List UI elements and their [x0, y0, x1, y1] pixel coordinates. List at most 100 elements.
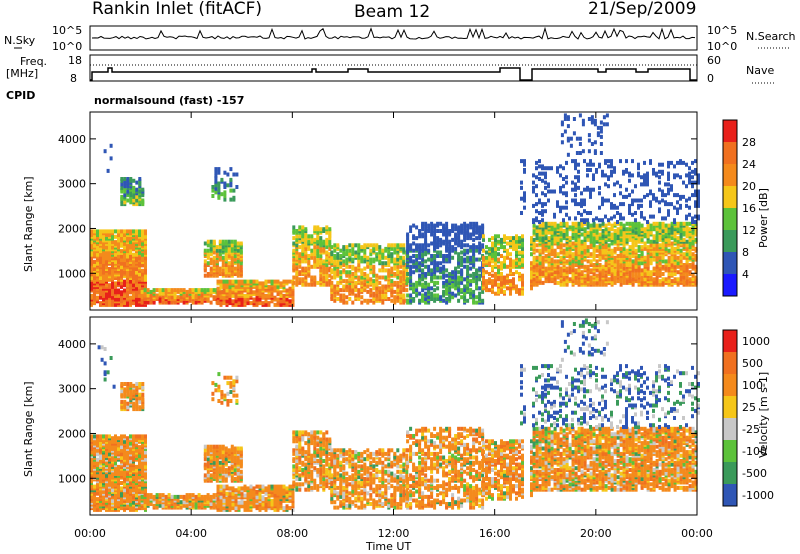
heatmap-cell	[236, 241, 240, 246]
heatmap-cell	[246, 279, 250, 284]
heatmap-cell	[541, 212, 544, 217]
heatmap-cell	[111, 245, 114, 250]
heatmap-cell	[538, 220, 541, 224]
heatmap-cell	[442, 289, 446, 294]
heatmap-cell	[694, 168, 697, 172]
heatmap-cell	[503, 234, 506, 239]
heatmap-cell	[640, 214, 643, 219]
heatmap-cell	[191, 300, 195, 305]
heatmap-cell	[601, 245, 605, 250]
heatmap-cell	[246, 288, 250, 293]
heatmap-cell	[384, 284, 388, 289]
heatmap-cell	[673, 246, 677, 251]
freq-tick-bottom: 8	[70, 72, 77, 85]
heatmap-cell	[433, 254, 437, 258]
heatmap-cell	[96, 491, 99, 496]
heatmap-cell	[228, 279, 232, 284]
heatmap-cell	[220, 192, 224, 197]
heatmap-cell	[354, 280, 358, 285]
heatmap-cell	[469, 255, 473, 260]
heatmap-cell	[231, 279, 235, 284]
heatmap-cell	[123, 279, 126, 284]
heatmap-cell	[559, 232, 563, 237]
heatmap-cell	[360, 300, 364, 305]
heatmap-cell	[223, 170, 227, 175]
heatmap-cell	[448, 288, 452, 293]
heatmap-cell	[111, 301, 114, 306]
heatmap-cell	[138, 302, 141, 307]
heatmap-cell	[673, 254, 677, 258]
heatmap-cell	[363, 279, 367, 284]
heatmap-cell	[328, 243, 332, 248]
heatmap-cell	[622, 246, 626, 251]
heatmap-cell	[685, 229, 689, 233]
heatmap-cell	[406, 254, 410, 258]
heatmap-cell	[571, 221, 575, 226]
heatmap-cell	[372, 291, 376, 296]
heatmap-cell	[676, 207, 679, 212]
heatmap-cell	[655, 255, 659, 260]
heatmap-cell	[406, 237, 410, 242]
heatmap-cell	[523, 194, 526, 199]
heatmap-cell	[363, 254, 367, 258]
heatmap-cell	[123, 189, 127, 194]
heatmap-cell	[565, 175, 568, 180]
heatmap-cell	[565, 160, 568, 165]
heatmap-cell	[439, 221, 443, 226]
heatmap-cell	[661, 162, 664, 167]
heatmap-cell	[598, 277, 602, 282]
heatmap-cell	[592, 236, 596, 241]
heatmap-cell	[158, 297, 162, 301]
heatmap-cell	[574, 187, 577, 192]
heatmap-cell	[532, 173, 535, 178]
heatmap-cell	[562, 218, 565, 223]
heatmap-cell	[427, 223, 431, 228]
heatmap-cell	[328, 239, 332, 244]
heatmap-cell	[565, 200, 568, 205]
heatmap-cell	[544, 266, 548, 271]
heatmap-cell	[587, 138, 591, 143]
heatmap-cell	[535, 193, 538, 198]
heatmap-cell	[415, 236, 419, 241]
heatmap-cell	[264, 279, 268, 284]
heatmap-cell	[482, 280, 485, 285]
heatmap-cell	[694, 232, 698, 237]
heatmap-cell	[216, 299, 220, 304]
heatmap-cell	[466, 282, 470, 287]
heatmap-cell	[685, 279, 689, 284]
heatmap-cell	[393, 266, 397, 271]
heatmap-cell	[381, 295, 385, 300]
heatmap-cell	[568, 266, 572, 271]
heatmap-cell	[384, 255, 388, 260]
heatmap-cell	[547, 266, 551, 271]
heatmap-cell	[509, 279, 512, 284]
heatmap-cell	[613, 182, 616, 187]
heatmap-cell	[500, 275, 503, 280]
heatmap-cell	[310, 239, 314, 244]
heatmap-cell	[691, 230, 695, 235]
heatmap-cell	[126, 301, 129, 306]
heatmap-cell	[442, 284, 446, 289]
heatmap-cell	[580, 212, 583, 217]
heatmap-cell	[460, 277, 464, 282]
heatmap-cell	[448, 252, 452, 257]
heatmap-cell	[319, 227, 323, 232]
heatmap-cell	[631, 189, 634, 194]
heatmap-cell	[667, 234, 671, 239]
heatmap-cell	[219, 279, 223, 284]
heatmap-cell	[592, 177, 595, 181]
heatmap-cell	[372, 257, 376, 262]
heatmap-cell	[322, 282, 326, 287]
heatmap-cell	[149, 289, 153, 294]
heatmap-cell	[532, 223, 536, 228]
heatmap-cell	[670, 187, 673, 192]
heatmap-cell	[93, 495, 96, 500]
heatmap-cell	[226, 172, 230, 177]
heatmap-cell	[109, 143, 113, 148]
heatmap-cell	[369, 261, 373, 266]
heatmap-cell	[427, 272, 431, 276]
heatmap-cell	[485, 255, 488, 260]
heatmap-cell	[402, 246, 406, 251]
heatmap-cell	[206, 248, 210, 253]
